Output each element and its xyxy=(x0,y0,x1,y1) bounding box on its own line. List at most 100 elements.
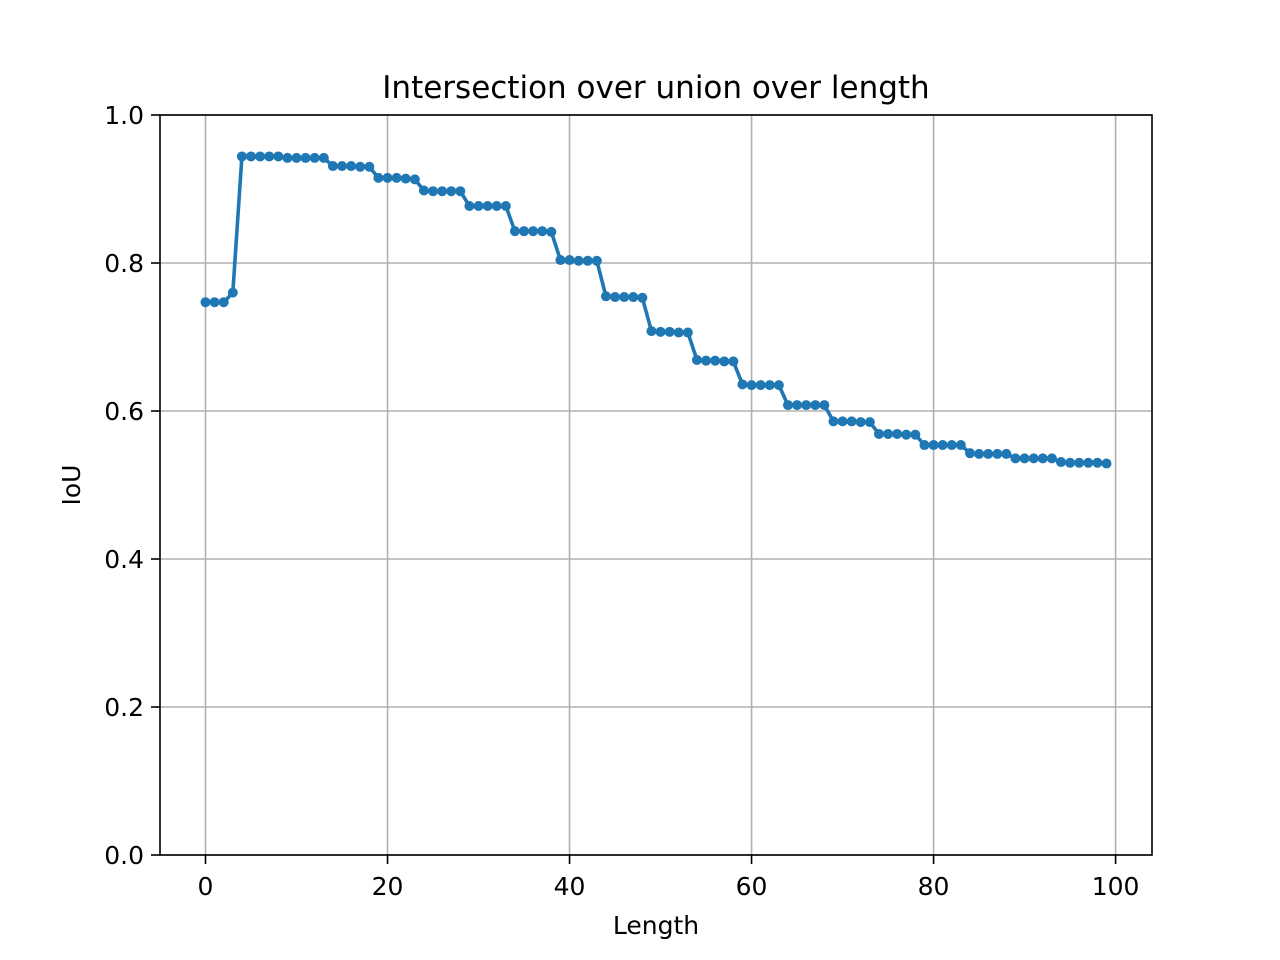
data-point xyxy=(564,255,575,266)
data-point xyxy=(500,201,511,212)
x-axis-label: Length xyxy=(613,911,699,940)
data-point xyxy=(246,151,257,162)
data-point xyxy=(382,172,393,183)
data-point xyxy=(1074,457,1085,468)
data-point xyxy=(664,326,675,337)
data-point xyxy=(327,161,338,172)
series-line xyxy=(203,154,1109,466)
data-point xyxy=(227,287,238,298)
data-point xyxy=(737,379,748,390)
data-point xyxy=(409,174,420,185)
data-point xyxy=(346,161,357,172)
data-point xyxy=(619,292,630,303)
data-point xyxy=(209,297,220,308)
data-point xyxy=(264,151,275,162)
data-point xyxy=(1001,448,1012,459)
series-iou xyxy=(200,151,1112,469)
data-point xyxy=(691,354,702,365)
chart-title: Intersection over union over length xyxy=(382,70,929,106)
data-point xyxy=(955,440,966,451)
data-point xyxy=(200,297,211,308)
data-point xyxy=(373,172,384,183)
data-point xyxy=(928,440,939,451)
y-axis-ticks: 0.0 0.2 0.4 0.6 0.8 1.0 xyxy=(104,101,160,870)
data-point xyxy=(1101,458,1112,469)
data-point xyxy=(491,201,502,212)
data-point xyxy=(418,185,429,196)
data-point xyxy=(1019,453,1030,464)
data-point xyxy=(591,255,602,266)
data-point xyxy=(646,326,657,337)
data-point xyxy=(446,186,457,197)
data-point xyxy=(837,416,848,427)
x-tick-label: 80 xyxy=(918,872,950,901)
y-tick-label: 0.2 xyxy=(104,693,144,722)
data-point xyxy=(300,152,311,163)
data-point xyxy=(628,292,639,303)
data-point xyxy=(728,356,739,367)
y-tick-label: 1.0 xyxy=(104,101,144,130)
data-point xyxy=(910,429,921,440)
y-tick-label: 0.0 xyxy=(104,841,144,870)
y-tick-label: 0.6 xyxy=(104,397,144,426)
x-tick-label: 0 xyxy=(198,872,214,901)
data-point xyxy=(755,380,766,391)
data-point xyxy=(1037,453,1048,464)
data-point xyxy=(573,255,584,266)
data-point xyxy=(610,292,621,303)
data-point xyxy=(255,151,266,162)
x-tick-label: 60 xyxy=(736,872,768,901)
data-point xyxy=(464,201,475,212)
data-point xyxy=(873,428,884,439)
y-tick-label: 0.8 xyxy=(104,249,144,278)
data-point xyxy=(1010,453,1021,464)
data-point xyxy=(355,161,366,172)
data-point xyxy=(1028,453,1039,464)
data-point xyxy=(964,448,975,459)
data-point xyxy=(236,151,247,162)
data-point xyxy=(992,448,1003,459)
data-point xyxy=(864,417,875,428)
data-point xyxy=(1055,457,1066,468)
data-point xyxy=(810,400,821,411)
data-point xyxy=(282,152,293,163)
data-point xyxy=(719,356,730,367)
data-point xyxy=(655,326,666,337)
x-axis-ticks: 0 20 40 60 80 100 xyxy=(198,855,1140,901)
data-point xyxy=(764,380,775,391)
data-point xyxy=(519,226,530,237)
data-point xyxy=(337,161,348,172)
data-point xyxy=(537,226,548,237)
data-point xyxy=(218,297,229,308)
data-point xyxy=(291,152,302,163)
x-tick-label: 100 xyxy=(1092,872,1140,901)
data-point xyxy=(919,440,930,451)
data-point xyxy=(600,291,611,302)
y-axis-label: IoU xyxy=(57,465,86,506)
data-point xyxy=(801,400,812,411)
data-point xyxy=(892,428,903,439)
plot-frame xyxy=(159,114,1153,856)
data-point xyxy=(819,400,830,411)
data-point xyxy=(555,255,566,266)
data-point xyxy=(582,255,593,266)
data-point xyxy=(782,400,793,411)
data-point xyxy=(528,226,539,237)
data-point xyxy=(828,416,839,427)
data-point xyxy=(701,355,712,366)
data-point xyxy=(883,428,894,439)
grid-lines xyxy=(160,114,1152,856)
data-point xyxy=(391,172,402,183)
data-point xyxy=(682,327,693,338)
x-tick-label: 20 xyxy=(372,872,404,901)
data-point xyxy=(509,226,520,237)
data-point xyxy=(710,355,721,366)
data-point xyxy=(792,400,803,411)
data-point xyxy=(1083,457,1094,468)
data-point xyxy=(546,226,557,237)
data-point xyxy=(400,173,411,184)
data-point xyxy=(901,429,912,440)
data-point xyxy=(428,186,439,197)
data-point xyxy=(318,152,329,163)
